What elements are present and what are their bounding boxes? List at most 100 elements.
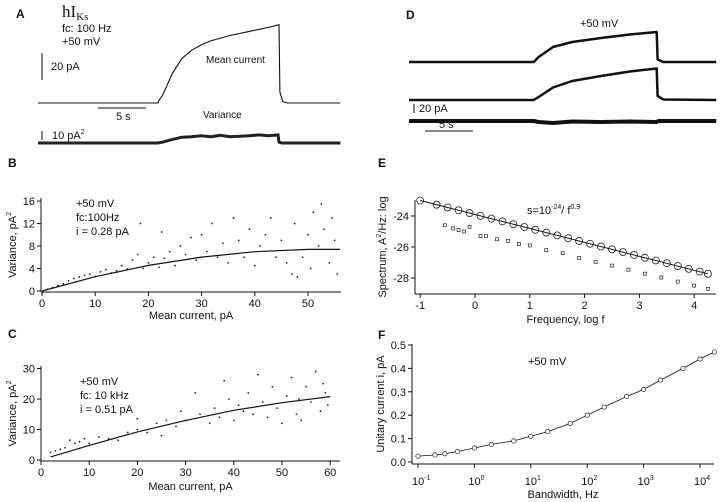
- circle-marker: [575, 237, 584, 245]
- y-tick-label: 20: [23, 394, 35, 406]
- panel-a-title: hIKs: [62, 2, 88, 23]
- data-point: [232, 217, 235, 219]
- y-axis-label: Variance, pA2: [6, 380, 19, 446]
- panel-label-f: F: [378, 328, 385, 342]
- panel-b-plot: 0 10 20 30 40 50 0 4 8 12 16 Mean current, pA Varian…: [6, 196, 341, 322]
- data-point: [104, 268, 107, 271]
- square-marker: [462, 229, 466, 234]
- x-axis-label: Mean current, pA: [148, 481, 233, 493]
- x-axis-label: Mean current, pA: [149, 310, 234, 322]
- mean-current-trace: [38, 23, 341, 104]
- data-point: [488, 441, 494, 448]
- data-point: [54, 449, 57, 452]
- y-tick-label: 10: [23, 425, 35, 437]
- data-point: [97, 436, 100, 439]
- data-point: [237, 239, 240, 242]
- y-tick-label: 0.5: [391, 340, 406, 352]
- x-tick-label: 20: [131, 467, 143, 479]
- circle-marker: [509, 220, 518, 229]
- data-point: [131, 259, 134, 261]
- panel-e-formula: s=10-24/ f0.9: [527, 204, 580, 217]
- x-tick-label: 104: [694, 475, 710, 488]
- data-point: [291, 273, 293, 276]
- y-tick-label: 30: [23, 364, 35, 376]
- panel-label-c: C: [8, 327, 17, 341]
- x-axis-label: Bandwidth, Hz: [528, 489, 599, 501]
- y-tick-label: 4: [29, 264, 35, 276]
- data-point: [285, 395, 288, 397]
- panel-c-note-voltage: +50 mV: [80, 376, 119, 388]
- data-point: [218, 416, 221, 419]
- x-tick-label: 3: [636, 300, 642, 312]
- data-point: [83, 274, 86, 277]
- data-point: [601, 404, 607, 410]
- y-tick-label: 0.2: [391, 410, 406, 422]
- data-point: [415, 453, 421, 459]
- square-marker: [626, 267, 631, 272]
- square-marker: [692, 283, 697, 288]
- square-marker: [484, 234, 488, 238]
- data-point: [57, 284, 59, 287]
- panel-label-a: A: [16, 7, 25, 21]
- square-marker: [610, 263, 614, 268]
- x-tick-label: 50: [302, 298, 314, 310]
- circle-marker: [531, 225, 540, 234]
- data-point: [624, 393, 630, 400]
- circle-marker: [520, 223, 529, 231]
- y-tick-label: 0.4: [391, 363, 406, 375]
- circle-marker: [597, 242, 605, 251]
- x-tick-label: 20: [142, 298, 154, 310]
- data-point: [117, 439, 120, 442]
- data-point: [271, 385, 274, 388]
- data-point: [147, 262, 150, 264]
- x-tick-label: 40: [228, 467, 240, 479]
- panel-b-note-filter: fc:100Hz: [76, 212, 119, 224]
- square-marker: [527, 243, 532, 248]
- panel-c: C +50 mV fc: 10 kHz i = 0.51 pA 0 10 20 30 4…: [6, 327, 340, 493]
- square-marker: [451, 226, 455, 231]
- y-tick-label: 8: [29, 241, 35, 253]
- data-point: [200, 233, 203, 236]
- y-tick-label: 12: [23, 219, 35, 231]
- panel-d-voltage-note: +50 mV: [580, 18, 619, 30]
- data-point: [252, 413, 254, 416]
- data-point: [307, 233, 309, 236]
- data-point: [281, 422, 283, 425]
- data-point: [155, 422, 158, 425]
- panel-a: A hIKs fc: 100 Hz +50 mV 20 pA 5 s 10 pA…: [16, 2, 341, 145]
- data-point: [136, 428, 139, 431]
- data-point: [331, 217, 333, 219]
- fit-line: [420, 200, 709, 275]
- x-tick-label: 4: [691, 300, 697, 312]
- data-point: [641, 386, 647, 393]
- data-point: [305, 385, 307, 388]
- x-tick-label: 103: [638, 475, 654, 488]
- circle-marker: [673, 262, 682, 270]
- data-point: [322, 382, 324, 385]
- x-tick-label: 10: [89, 298, 101, 310]
- x-tick-label: 102: [581, 475, 597, 488]
- x-tick-label: 101: [525, 475, 541, 488]
- data-point: [301, 256, 304, 259]
- data-point: [511, 438, 517, 444]
- panel-c-note-unitary: i = 0.51 pA: [80, 404, 134, 416]
- mean-current-label: Mean current: [206, 55, 265, 66]
- panel-e-plot: -1 0 1 2 3 4 -24 -26 -28 Frequency, log f Spectrum…: [376, 196, 716, 326]
- data-point: [312, 211, 315, 214]
- data-point: [247, 392, 250, 394]
- data-point: [295, 413, 298, 416]
- y-tick-label: 0.0: [391, 457, 406, 469]
- x-tick-label: 100: [468, 475, 484, 488]
- circle-marker: [619, 248, 627, 257]
- y-axis-label: Unitary current i, pA: [375, 355, 387, 453]
- data-point: [195, 259, 198, 261]
- data-point: [323, 228, 325, 231]
- circle-marker: [465, 209, 474, 217]
- fit-curve: [41, 248, 340, 292]
- y-tick-label: 16: [23, 196, 35, 208]
- data-point: [471, 445, 477, 451]
- data-point: [208, 422, 211, 425]
- data-point: [253, 264, 256, 267]
- y-tick-label: -24: [393, 211, 409, 223]
- circle-marker: [416, 196, 425, 205]
